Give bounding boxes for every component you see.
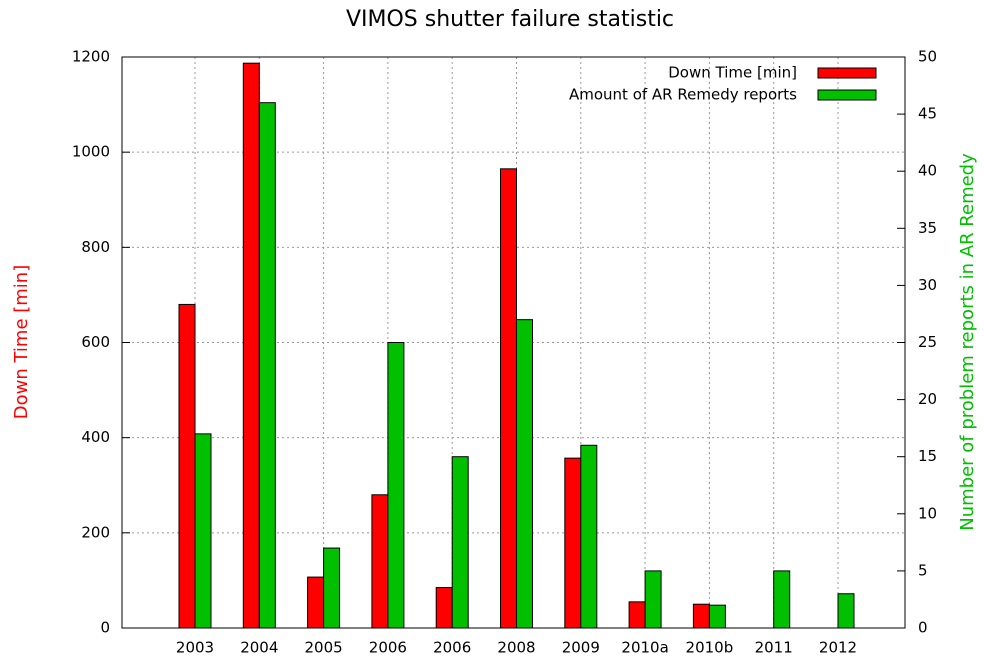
y-tick-label: 0 (100, 619, 110, 637)
x-tick-label: 2010a (621, 639, 668, 657)
plot-frame (121, 56, 906, 629)
bar (435, 587, 453, 629)
bar (242, 62, 260, 629)
y2-axis-label: Number of problem reports in AR Remedy (957, 153, 978, 531)
y2-tick-label: 50 (918, 48, 937, 66)
y-tick-label: 1000 (72, 143, 110, 161)
bar (387, 342, 405, 629)
x-tick-label: 2008 (497, 639, 535, 657)
x-tick-label: 2005 (305, 639, 343, 657)
legend-label: Down Time [min] (668, 64, 797, 82)
bar (580, 444, 598, 629)
y-axis-label: Down Time [min] (11, 265, 32, 420)
legend-label: Amount of AR Remedy reports (569, 86, 797, 104)
y2-tick-label: 45 (918, 105, 937, 123)
y2-tick-label: 35 (918, 219, 937, 237)
bar (194, 433, 212, 629)
y2-tick-label: 15 (918, 447, 937, 465)
bar (258, 102, 276, 629)
bar (323, 547, 341, 629)
x-tick-label: 2004 (240, 639, 278, 657)
x-tick-label: 2003 (176, 639, 214, 657)
y2-tick-label: 20 (918, 390, 937, 408)
x-tick-label: 2006 (433, 639, 471, 657)
y2-tick-label: 30 (918, 276, 937, 294)
bar (692, 603, 710, 629)
bar (644, 570, 662, 629)
bar (307, 576, 325, 629)
y-tick-label: 600 (81, 333, 110, 351)
x-tick-label: 2012 (819, 639, 857, 657)
y-tick-label: 400 (81, 428, 110, 446)
x-tick-label: 2006 (369, 639, 407, 657)
y2-tick-label: 0 (918, 619, 928, 637)
y-tick-label: 800 (81, 238, 110, 256)
y2-tick-label: 5 (918, 561, 928, 579)
bar (500, 168, 517, 629)
bar (564, 457, 582, 629)
y-tick-label: 200 (81, 523, 110, 541)
bar (628, 601, 646, 629)
bar (837, 593, 855, 629)
bar (178, 303, 196, 629)
bar (451, 456, 469, 629)
bar (773, 570, 791, 629)
y2-tick-label: 40 (918, 162, 937, 180)
y2-tick-label: 25 (918, 333, 937, 351)
x-tick-label: 2009 (562, 639, 600, 657)
x-tick-label: 2011 (755, 639, 793, 657)
chart-title: VIMOS shutter failure statistic (346, 7, 674, 32)
bar (708, 604, 726, 629)
legend-swatch (817, 89, 877, 101)
bar (516, 319, 533, 629)
x-tick-label: 2010b (686, 639, 734, 657)
y-tick-label: 1200 (72, 48, 110, 66)
y2-tick-label: 10 (918, 504, 937, 522)
bar (371, 494, 389, 629)
legend-swatch (817, 67, 877, 79)
